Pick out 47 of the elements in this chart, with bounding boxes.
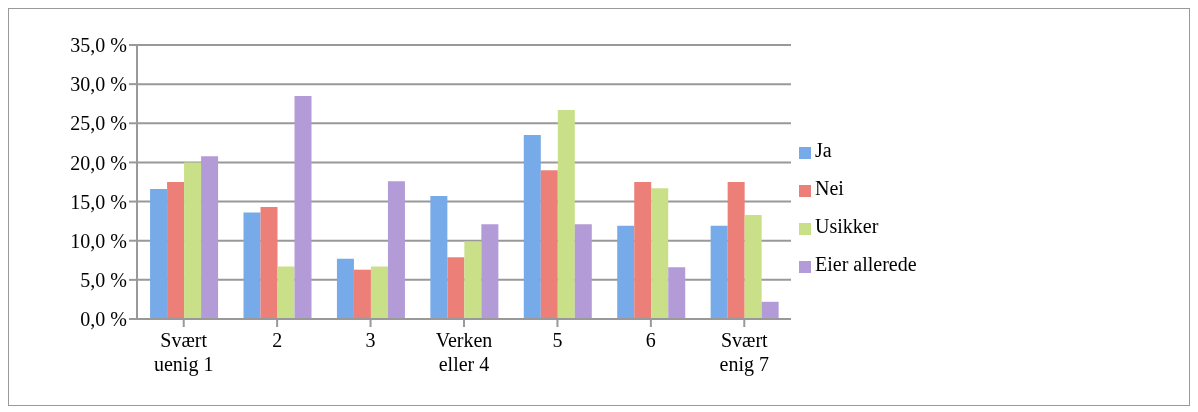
- bar: [523, 135, 541, 319]
- bar: [574, 224, 592, 319]
- x-tick-label: Svært enig 7: [719, 329, 769, 376]
- y-tick-label: 5,0 %: [80, 268, 127, 291]
- bar: [387, 181, 405, 319]
- bar: [277, 266, 295, 319]
- y-tick-label: 35,0 %: [70, 34, 127, 57]
- legend-label: Usikker: [815, 215, 879, 237]
- y-tick-label: 10,0 %: [70, 229, 127, 252]
- bar: [430, 196, 448, 319]
- bar: [294, 95, 312, 319]
- bar: [353, 269, 371, 319]
- bar: [464, 241, 482, 319]
- bar: [744, 214, 762, 319]
- x-tick-label: 3: [365, 329, 376, 351]
- y-tick-label: 15,0 %: [70, 190, 127, 213]
- bar: [634, 182, 652, 319]
- bar: [201, 156, 219, 319]
- x-tick-label: Verken eller 4: [435, 329, 493, 375]
- bar: [761, 301, 779, 319]
- bar: [668, 267, 686, 319]
- legend-label: Eier allerede: [815, 253, 917, 275]
- y-tick-label: 0,0 %: [80, 308, 127, 331]
- x-tick-label: 6: [645, 329, 656, 351]
- bar: [167, 182, 185, 319]
- bar: [557, 109, 575, 319]
- bar: [150, 189, 168, 319]
- bar: [260, 207, 278, 319]
- x-tick-label: 2: [272, 329, 283, 351]
- bar: [651, 188, 669, 319]
- bar: [710, 225, 728, 319]
- bar: [481, 224, 499, 319]
- y-tick-label: 20,0 %: [70, 151, 127, 174]
- bar: [617, 225, 635, 319]
- bar: [184, 162, 202, 319]
- y-tick-label: 30,0 %: [70, 73, 127, 96]
- x-tick-label: Svært uenig 1: [154, 329, 214, 376]
- bar: [727, 182, 745, 319]
- bar: [243, 212, 261, 319]
- bar: [540, 170, 558, 319]
- y-tick-label: 25,0 %: [70, 112, 127, 135]
- bar: [370, 266, 388, 319]
- bar: [447, 257, 465, 319]
- legend-label: Nei: [815, 177, 844, 199]
- legend-label: Ja: [815, 139, 832, 161]
- bar: [336, 258, 354, 319]
- x-tick-label: 5: [552, 329, 563, 351]
